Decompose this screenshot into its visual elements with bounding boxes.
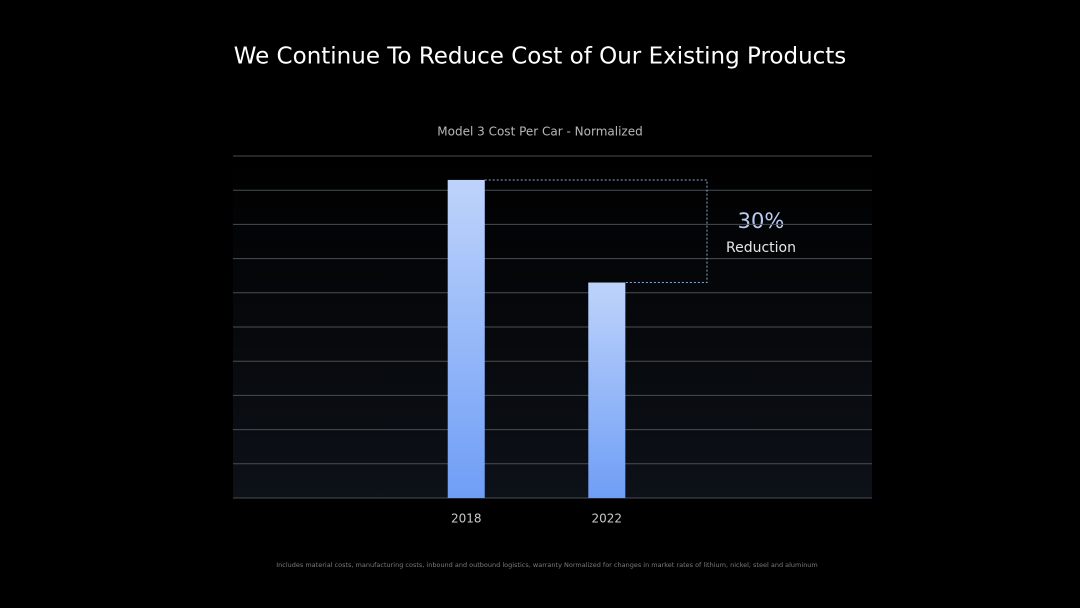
annotation-percent: 30% [738, 209, 785, 233]
chart-title: We Continue To Reduce Cost of Our Existi… [234, 44, 847, 70]
footnote: Includes material costs, manufacturing c… [276, 561, 818, 569]
chart-subtitle: Model 3 Cost Per Car - Normalized [437, 125, 642, 139]
bar-highlight [447, 179, 485, 498]
reduction-bracket [484, 179, 708, 284]
bar-highlight [588, 282, 626, 498]
x-tick-label: 2022 [592, 512, 623, 526]
annotation-label: Reduction [726, 240, 796, 256]
x-tick-label: 2018 [451, 512, 482, 526]
